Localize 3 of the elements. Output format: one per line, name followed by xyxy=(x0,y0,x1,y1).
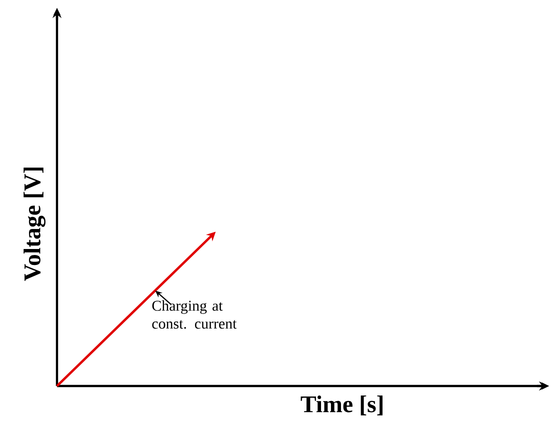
annotation: Charging at const. current xyxy=(152,300,237,329)
y-axis-title: Voltage [V] xyxy=(24,168,46,281)
x-axis-title: Time [s] xyxy=(300,396,383,416)
